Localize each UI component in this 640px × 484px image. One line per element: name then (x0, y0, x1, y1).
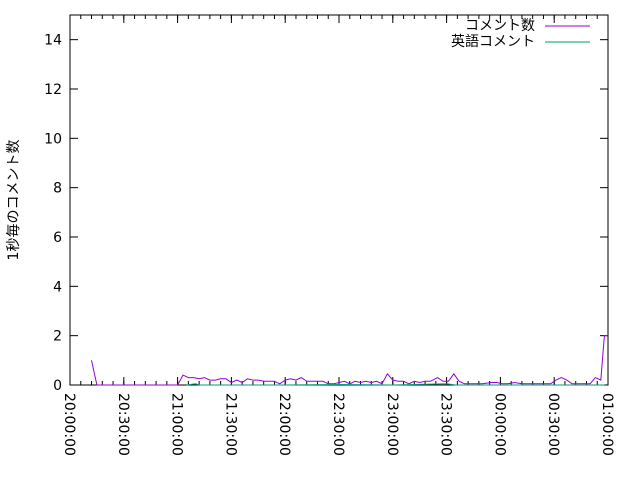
y-tick-label: 2 (53, 329, 62, 345)
series-line-0 (91, 335, 608, 386)
y-tick-label: 10 (44, 131, 62, 147)
x-tick-label: 20:00:00 (61, 393, 77, 456)
x-tick-label: 00:30:00 (545, 393, 561, 456)
x-tick-label: 22:30:00 (330, 393, 346, 456)
x-tick-label: 23:00:00 (384, 393, 400, 456)
x-tick-label: 22:00:00 (276, 393, 292, 456)
x-tick-label: 00:00:00 (491, 393, 507, 456)
series-line-1 (186, 383, 605, 386)
y-tick-label: 4 (53, 279, 62, 295)
y-tick-label: 14 (44, 33, 62, 49)
y-tick-label: 12 (44, 82, 62, 98)
y-tick-label: 8 (53, 181, 62, 197)
legend-label: コメント数 (465, 18, 535, 34)
legend: コメント数 英語コメント (451, 18, 590, 50)
y-tick-label: 0 (53, 378, 62, 394)
x-tick-label: 23:30:00 (438, 393, 454, 456)
y-tick-label: 6 (53, 230, 62, 246)
plot-border (69, 14, 609, 386)
x-tick-label: 01:00:00 (599, 393, 615, 456)
y-axis-label: 1秒毎のコメント数 (6, 140, 22, 261)
x-tick-label: 20:30:00 (115, 393, 131, 456)
x-tick-label: 21:00:00 (169, 393, 185, 456)
x-tick-label: 21:30:00 (222, 393, 238, 456)
legend-label: 英語コメント (451, 33, 535, 50)
